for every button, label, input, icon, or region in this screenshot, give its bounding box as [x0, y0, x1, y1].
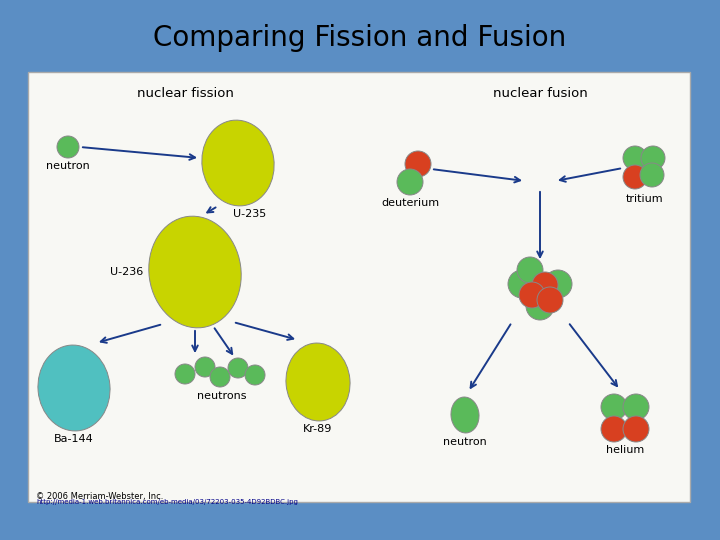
Circle shape [517, 257, 543, 283]
Circle shape [544, 270, 572, 298]
Circle shape [57, 136, 79, 158]
Circle shape [623, 416, 649, 442]
Circle shape [175, 364, 195, 384]
Circle shape [397, 169, 423, 195]
Text: neutron: neutron [46, 161, 90, 171]
Ellipse shape [202, 120, 274, 206]
Circle shape [210, 367, 230, 387]
Text: http://media-1.web.britannica.com/eb-media/03/72203-035-4D92BDBC.jpg: http://media-1.web.britannica.com/eb-med… [36, 499, 298, 505]
Text: nuclear fission: nuclear fission [137, 87, 233, 100]
Text: nuclear fusion: nuclear fusion [492, 87, 588, 100]
Ellipse shape [149, 216, 241, 328]
Circle shape [508, 270, 536, 298]
Text: neutrons: neutrons [197, 391, 247, 401]
Ellipse shape [451, 397, 479, 433]
Circle shape [601, 394, 627, 420]
FancyBboxPatch shape [28, 72, 690, 502]
Circle shape [641, 146, 665, 170]
Circle shape [623, 146, 647, 170]
Circle shape [623, 394, 649, 420]
Text: U-236: U-236 [109, 267, 143, 277]
Circle shape [228, 358, 248, 378]
Circle shape [519, 282, 545, 308]
Circle shape [640, 163, 664, 187]
Circle shape [245, 365, 265, 385]
Ellipse shape [38, 345, 110, 431]
Text: Ba-144: Ba-144 [54, 434, 94, 444]
Text: helium: helium [606, 445, 644, 455]
Text: U-235: U-235 [233, 209, 266, 219]
Text: Kr-89: Kr-89 [303, 424, 333, 434]
Text: © 2006 Merriam-Webster, Inc.: © 2006 Merriam-Webster, Inc. [36, 492, 163, 501]
Circle shape [601, 416, 627, 442]
Ellipse shape [286, 343, 350, 421]
Circle shape [195, 357, 215, 377]
Text: neutron: neutron [443, 437, 487, 447]
Circle shape [532, 272, 558, 298]
Circle shape [537, 287, 563, 313]
Text: deuterium: deuterium [381, 198, 439, 208]
Text: tritium: tritium [626, 194, 664, 204]
Text: Comparing Fission and Fusion: Comparing Fission and Fusion [153, 24, 567, 52]
Circle shape [623, 165, 647, 189]
Circle shape [405, 151, 431, 177]
Circle shape [526, 292, 554, 320]
